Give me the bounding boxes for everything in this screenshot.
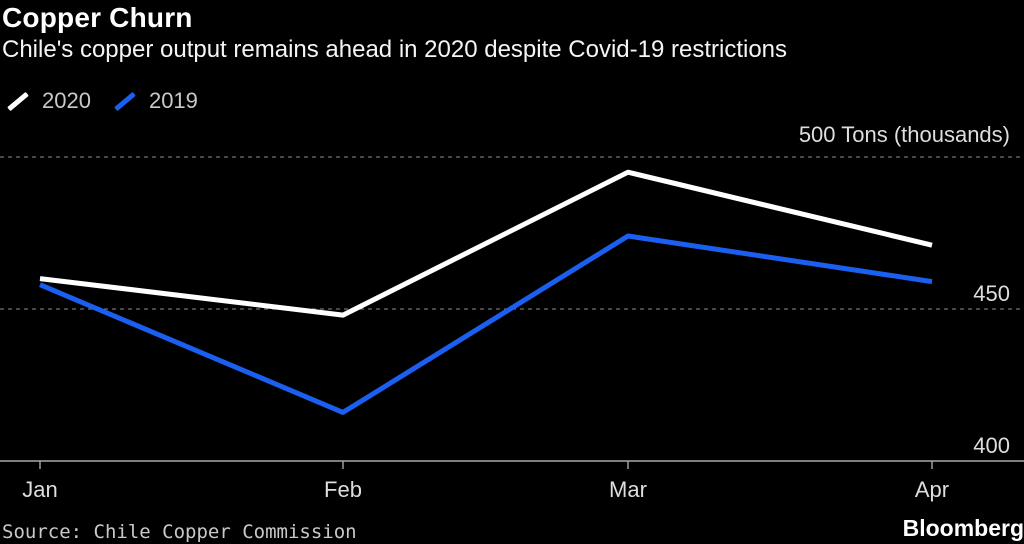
x-tick-label-mar: Mar xyxy=(609,477,647,502)
legend-item-2019: 2019 xyxy=(113,88,198,114)
bloomberg-logo: Bloomberg xyxy=(902,515,1024,541)
chart-subtitle: Chile's copper output remains ahead in 2… xyxy=(2,36,788,63)
legend: 2020 2019 xyxy=(6,88,198,114)
chart-title: Copper Churn xyxy=(2,2,193,33)
y-tick-label-400: 400 xyxy=(973,433,1010,458)
legend-label-2019: 2019 xyxy=(148,88,198,113)
x-tick-label-apr: Apr xyxy=(914,477,950,502)
y-tick-label-450: 450 xyxy=(973,281,1010,306)
series-line-2019 xyxy=(39,233,933,415)
legend-label-2020: 2020 xyxy=(42,88,91,113)
x-tick-label-feb: Feb xyxy=(324,477,362,502)
x-tick-label-jan: Jan xyxy=(22,477,58,502)
source-note: Source: Chile Copper Commission xyxy=(2,521,357,543)
series-line-2020 xyxy=(39,169,933,318)
y-axis-unit-label: 500 Tons (thousands) xyxy=(798,122,1010,147)
legend-item-2020: 2020 xyxy=(6,88,91,114)
